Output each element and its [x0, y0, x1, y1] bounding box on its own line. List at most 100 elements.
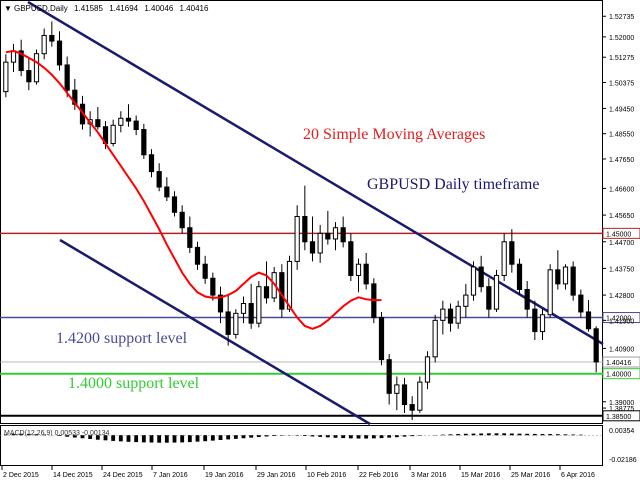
- candle[interactable]: [378, 311, 385, 366]
- candle-body-down: [56, 40, 63, 66]
- candle[interactable]: [95, 107, 101, 130]
- candle[interactable]: [279, 264, 285, 318]
- candle-body-down: [325, 232, 331, 240]
- candle[interactable]: [240, 296, 247, 324]
- candle[interactable]: [194, 241, 201, 270]
- candle-body-down: [95, 119, 101, 128]
- candle[interactable]: [225, 293, 231, 346]
- candle[interactable]: [202, 255, 208, 284]
- candle[interactable]: [325, 210, 331, 245]
- candle[interactable]: [493, 269, 500, 312]
- candle[interactable]: [578, 289, 584, 318]
- candle[interactable]: [187, 216, 193, 253]
- candle[interactable]: [302, 185, 308, 251]
- x-tick-label: 29 Jan 2016: [257, 472, 296, 479]
- candle[interactable]: [248, 283, 254, 329]
- x-tick-label: 6 Apr 2016: [561, 472, 595, 479]
- candlesticks: [3, 21, 599, 420]
- candle[interactable]: [539, 309, 546, 341]
- candle[interactable]: [440, 300, 446, 335]
- candle[interactable]: [179, 205, 185, 234]
- candle[interactable]: [386, 354, 392, 405]
- candle[interactable]: [141, 123, 147, 159]
- channel-lower-line[interactable]: [59, 238, 371, 426]
- candle[interactable]: [424, 351, 431, 390]
- candle-body-down: [26, 70, 32, 83]
- candle[interactable]: [555, 250, 561, 290]
- candle[interactable]: [294, 205, 300, 270]
- candle[interactable]: [348, 233, 354, 282]
- candle[interactable]: [309, 216, 316, 262]
- candle[interactable]: [41, 28, 47, 60]
- candle[interactable]: [401, 377, 408, 413]
- header-triangle-icon[interactable]: ▼: [4, 4, 12, 13]
- candle[interactable]: [486, 278, 492, 318]
- channel-upper-line[interactable]: [27, 0, 604, 346]
- candle[interactable]: [570, 261, 576, 301]
- candle-body-down: [348, 241, 354, 276]
- candle[interactable]: [547, 264, 553, 318]
- candle-body-down: [578, 294, 584, 313]
- candle[interactable]: [64, 56, 70, 98]
- candle[interactable]: [18, 39, 24, 77]
- candle-body-up: [501, 241, 507, 276]
- candle[interactable]: [156, 163, 162, 192]
- candle[interactable]: [110, 119, 116, 147]
- candle[interactable]: [501, 233, 507, 282]
- candle[interactable]: [509, 229, 515, 273]
- candle[interactable]: [524, 281, 530, 318]
- candle[interactable]: [256, 281, 262, 328]
- candle[interactable]: [26, 57, 32, 91]
- candle[interactable]: [470, 261, 477, 301]
- y-tick-label: 1.45650: [609, 213, 634, 220]
- candle[interactable]: [125, 104, 132, 127]
- y-tick-label: 1.49450: [609, 106, 634, 113]
- candle[interactable]: [585, 300, 592, 332]
- candle[interactable]: [463, 283, 469, 318]
- level-label: 1.38500: [606, 414, 631, 421]
- candle[interactable]: [363, 252, 369, 290]
- candle[interactable]: [3, 54, 9, 98]
- candle[interactable]: [33, 49, 40, 85]
- header-low: 1.40046: [144, 4, 173, 13]
- candle[interactable]: [394, 376, 400, 411]
- support-140-annotation: 1.4000 support level: [68, 375, 200, 392]
- level-label: 1.40000: [606, 372, 631, 379]
- candle[interactable]: [455, 300, 461, 329]
- candle[interactable]: [340, 216, 346, 248]
- candle[interactable]: [233, 309, 239, 339]
- candle[interactable]: [10, 43, 17, 72]
- candle[interactable]: [133, 115, 139, 136]
- candle[interactable]: [516, 258, 523, 296]
- x-tick-label: 2 Dec 2015: [3, 472, 39, 479]
- header-symbol: GBPUSD,Daily: [14, 4, 68, 13]
- candle[interactable]: [317, 224, 323, 263]
- candle[interactable]: [562, 264, 569, 290]
- candle[interactable]: [409, 396, 415, 420]
- candle[interactable]: [478, 255, 484, 293]
- sma20-line[interactable]: [5, 49, 382, 330]
- candle[interactable]: [286, 255, 293, 312]
- candle[interactable]: [171, 191, 178, 217]
- candle[interactable]: [164, 177, 170, 202]
- x-tick-label: 3 Mar 2016: [411, 472, 447, 479]
- candle[interactable]: [210, 272, 216, 301]
- candle[interactable]: [432, 314, 438, 363]
- candle[interactable]: [56, 31, 63, 71]
- candle[interactable]: [355, 258, 362, 293]
- candle-body-up: [41, 34, 47, 55]
- candle[interactable]: [217, 286, 224, 324]
- candle[interactable]: [532, 300, 538, 341]
- candle-body-up: [394, 384, 400, 394]
- candle[interactable]: [118, 111, 124, 133]
- candle[interactable]: [332, 222, 339, 251]
- candle[interactable]: [148, 149, 155, 178]
- candle[interactable]: [49, 21, 55, 47]
- candle[interactable]: [263, 261, 270, 304]
- candle[interactable]: [593, 326, 599, 373]
- candle[interactable]: [447, 303, 454, 332]
- candle[interactable]: [417, 376, 423, 413]
- y-tick-label: 1.46600: [609, 186, 634, 193]
